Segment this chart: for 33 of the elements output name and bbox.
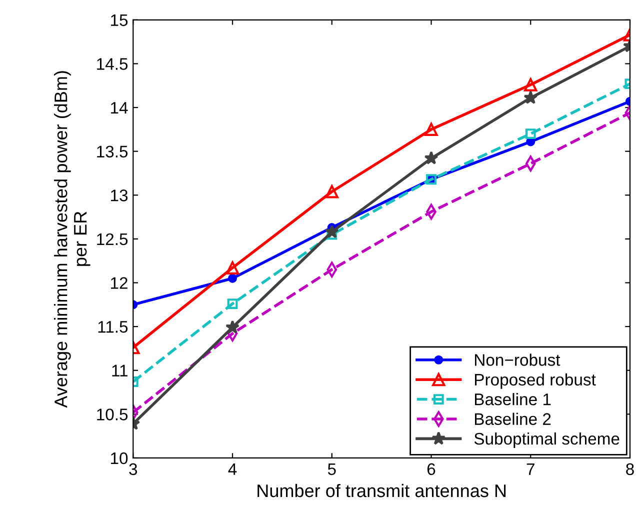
point [226,320,240,334]
point [424,151,438,164]
x-tick-label: 3 [129,463,138,476]
x-tick-label: 6 [427,463,436,476]
legend-label: Proposed robust [475,373,596,389]
x-tick-label: 7 [526,463,534,475]
y-tick-label: 15 [111,14,128,26]
point [325,185,338,198]
x-axis-title: Number of transmit antennas N [258,484,506,498]
legend-label: Baseline 1 [475,393,551,406]
y-tick-label: 13 [111,190,128,202]
point [424,122,438,136]
y-tick-label: 11.5 [98,321,128,333]
legend-label: Non−robust [475,354,560,366]
point [227,298,238,309]
y-tick-label: 14 [111,102,128,114]
legend-label: Suboptimal scheme [474,432,620,448]
point [228,274,238,283]
y-tick-label: 10.5 [97,408,128,420]
point [226,261,240,274]
point [324,224,339,238]
y-tick-label: 12 [111,277,128,289]
x-tick-label: 4 [228,463,237,475]
y-tick-label: 11 [112,364,128,376]
y-tick-label: 12.5 [97,233,128,246]
y-tick-label: 14.5 [97,58,128,70]
y-tick-label: 10 [111,452,128,464]
y-tick-label: 13.5 [97,146,128,158]
legend-label: Baseline 2 [475,412,551,425]
y-axis-title: Average minimum harvested power (dBm) per ER [54,71,90,408]
point [525,128,536,140]
x-tick-label: 8 [626,463,634,476]
x-tick-label: 5 [328,463,336,476]
